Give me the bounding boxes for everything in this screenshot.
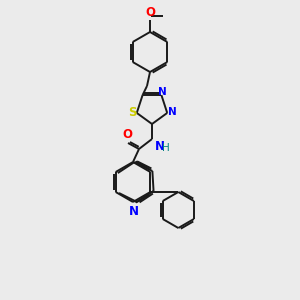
Text: O: O	[145, 6, 155, 19]
Text: S: S	[128, 106, 137, 119]
Text: O: O	[122, 128, 132, 141]
Text: N: N	[158, 87, 167, 97]
Text: N: N	[129, 205, 139, 218]
Text: H: H	[162, 143, 170, 153]
Text: N: N	[168, 107, 177, 117]
Text: N: N	[155, 140, 165, 153]
